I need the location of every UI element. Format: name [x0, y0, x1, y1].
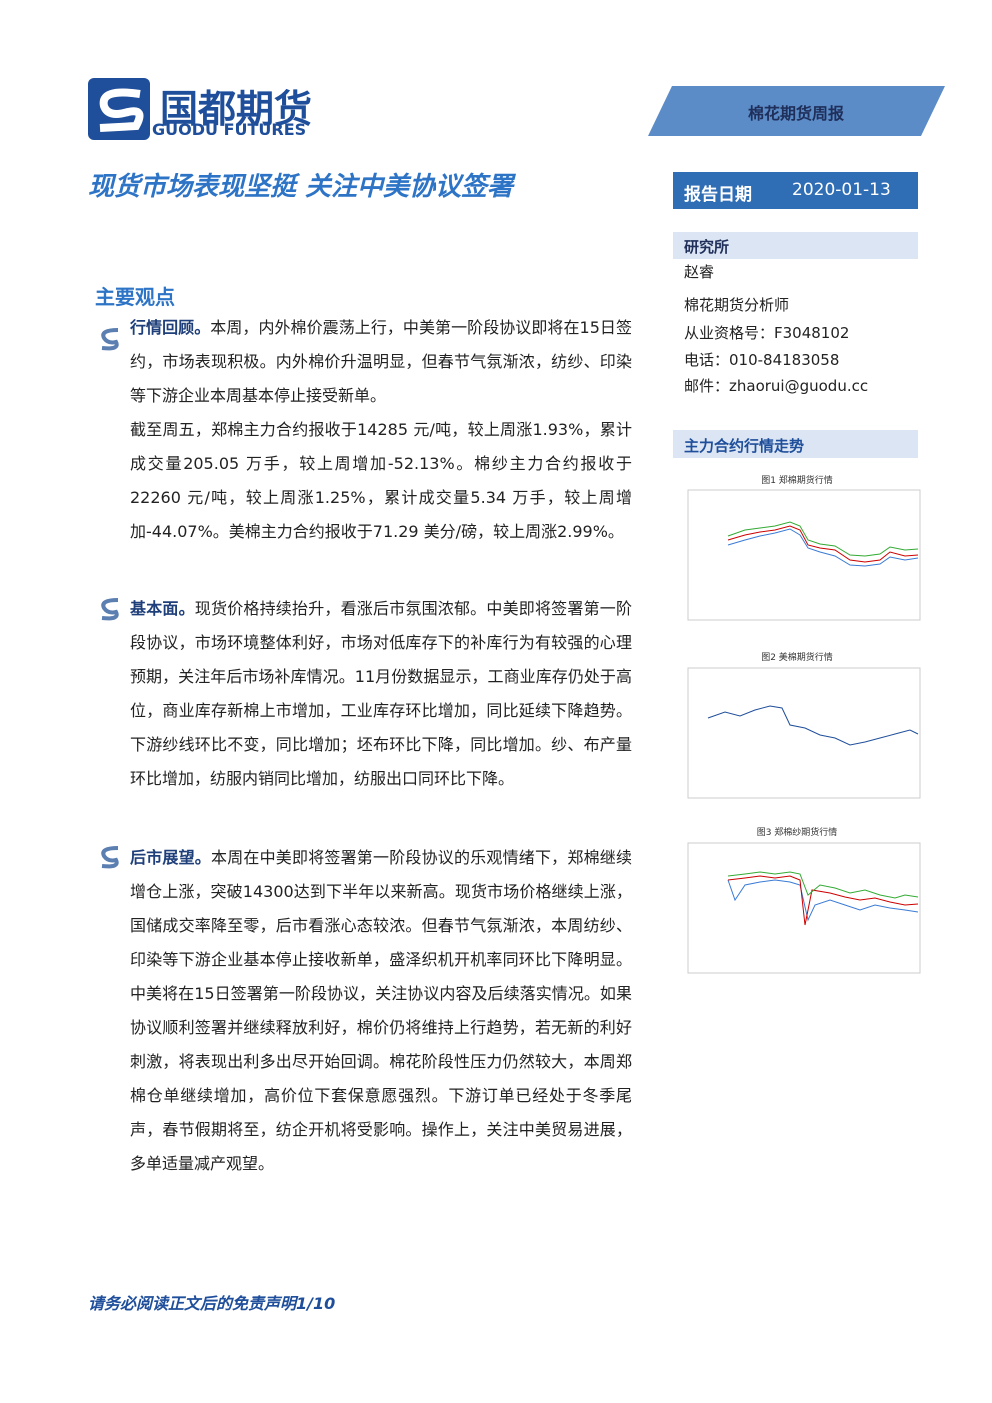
paragraph-text: 现货价格持续抬升，看涨后市氛围浓郁。中美即将签署第一阶段协议，市场环境整体利好，… — [130, 599, 632, 788]
paragraph: 后市展望。本周在中美即将签署第一阶段协议的乐观情绪下，郑棉继续增仓上涨，突破14… — [130, 841, 632, 1181]
institute: 研究所 — [684, 238, 730, 256]
logo-s — [99, 88, 144, 132]
paragraph-lead: 基本面。 — [130, 599, 195, 618]
mini-chart-2 — [687, 667, 921, 799]
paragraph-text: 本周在中美即将签署第一阶段协议的乐观情绪下，郑棉继续增仓上涨，突破14300达到… — [130, 848, 632, 1173]
title: 现货市场表现坚挺 关注中美协议签署 — [88, 172, 514, 202]
paragraph: 基本面。现货价格持续抬升，看涨后市氛围浓郁。中美即将签署第一阶段协议，市场环境整… — [130, 592, 632, 796]
report-date: 2020-01-13 — [792, 180, 891, 200]
logo-cn: 国都期货 — [160, 87, 313, 131]
section-title: 主要观点 — [95, 285, 175, 309]
chart-section: 主力合约行情走势 — [684, 437, 805, 455]
figure-caption: 图2 美棉期货行情 — [761, 653, 833, 663]
analyst-title: 棉花期货分析师 — [684, 296, 790, 314]
banner — [648, 86, 945, 136]
report-type: 棉花期货周报 — [748, 104, 845, 123]
phone: 电话：010-84183058 — [684, 351, 840, 369]
figure-caption: 图3 郑棉纱期货行情 — [756, 828, 838, 838]
logo-en: GUODU FUTURES — [152, 120, 307, 139]
paragraph-text: 本周，内外棉价震荡上行，中美第一阶段协议即将在15日签约，市场表现积极。内外棉价… — [130, 318, 632, 405]
analyst: 赵睿 — [684, 263, 715, 281]
institute-band — [673, 232, 918, 259]
chart-band — [673, 430, 918, 458]
paragraph-text: 截至周五，郑棉主力合约报收于14285 元/吨，较上周涨1.93%，累计成交量2… — [130, 420, 632, 541]
email: 邮件：zhaorui@guodu.cc — [684, 377, 869, 395]
paragraph-lead: 行情回顾。 — [130, 318, 211, 337]
paragraph: 行情回顾。本周，内外棉价震荡上行，中美第一阶段协议即将在15日签约，市场表现积极… — [130, 311, 632, 413]
bullets — [101, 328, 119, 869]
paragraph: 截至周五，郑棉主力合约报收于14285 元/吨，较上周涨1.93%，累计成交量2… — [130, 413, 632, 549]
license: 从业资格号：F3048102 — [684, 324, 850, 342]
mini-chart-3 — [687, 842, 921, 974]
mini-chart-1 — [687, 489, 921, 621]
paragraph-lead: 后市展望。 — [130, 848, 211, 867]
date-box — [673, 172, 918, 209]
disclaimer: 请务必阅读正文后的免责声明1/10 — [88, 1294, 336, 1313]
figure-caption: 图1 郑棉期货行情 — [761, 476, 833, 486]
date-label: 报告日期 — [684, 185, 752, 205]
